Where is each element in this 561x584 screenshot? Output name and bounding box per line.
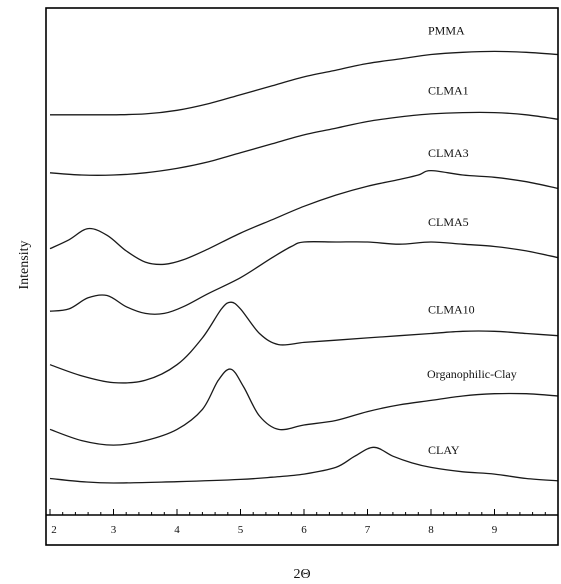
series-label-organophilic-clay: Organophilic-Clay [427, 367, 517, 381]
x-tick-label-7: 7 [365, 524, 371, 536]
x-tick-label-8: 8 [428, 524, 434, 536]
series-line-pmma [49, 50, 559, 116]
series-label-clay: CLAY [428, 443, 460, 457]
x-tick-label-3: 3 [111, 524, 117, 536]
series-labels-layer: PMMA CLMA1 CLMA3 CLMA5 CLMA10 Organophilic-Cl… [427, 23, 517, 457]
series-line-clma1 [49, 111, 559, 176]
x-tick-label-9: 9 [492, 524, 498, 536]
x-tick-label-2: 2 [51, 524, 57, 536]
x-axis-label: 2Θ [293, 567, 310, 582]
series-line-clay [49, 446, 559, 484]
series-label-clma3: CLMA3 [428, 146, 469, 160]
y-axis-label: Intensity [17, 241, 32, 290]
x-ticks-layer: 2 3 4 5 6 7 8 9 [49, 509, 559, 536]
series-line-organophilic-clay [49, 368, 559, 446]
series-line-clma3 [49, 169, 559, 266]
series-label-clma1: CLMA1 [428, 84, 469, 98]
x-tick-label-5: 5 [238, 524, 244, 536]
series-label-clma5: CLMA5 [428, 215, 469, 229]
series-label-pmma: PMMA [428, 23, 465, 37]
curves-layer [49, 50, 559, 484]
series-label-clma10: CLMA10 [428, 302, 475, 316]
x-tick-label-6: 6 [301, 524, 307, 536]
plot-frame [45, 7, 559, 546]
series-line-clma10 [49, 301, 559, 384]
x-tick-label-4: 4 [174, 524, 180, 536]
series-line-clma5 [49, 240, 559, 315]
